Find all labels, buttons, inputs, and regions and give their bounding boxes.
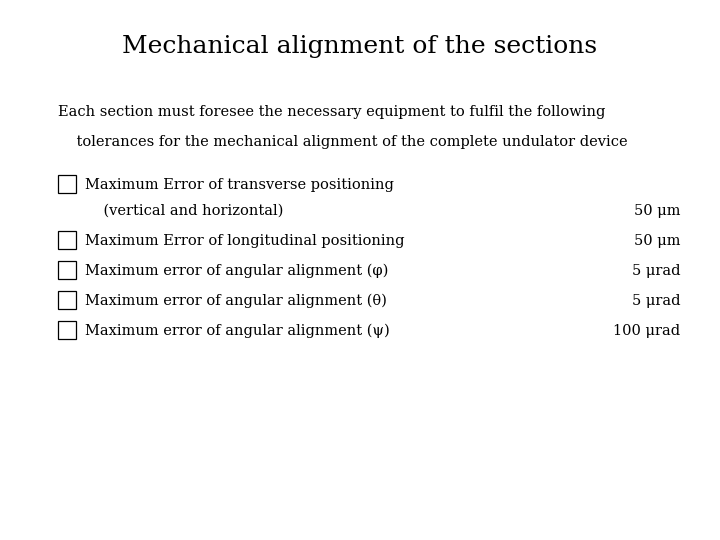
Text: 100 μrad: 100 μrad <box>613 324 680 338</box>
Bar <box>58 176 76 193</box>
Bar <box>58 321 76 339</box>
Bar <box>58 261 76 279</box>
Text: Maximum Error of transverse positioning: Maximum Error of transverse positioning <box>85 178 394 192</box>
Text: 5 μrad: 5 μrad <box>631 294 680 308</box>
Text: Maximum error of angular alignment (ψ): Maximum error of angular alignment (ψ) <box>85 324 390 339</box>
Text: 5 μrad: 5 μrad <box>631 264 680 278</box>
Text: Maximum error of angular alignment (θ): Maximum error of angular alignment (θ) <box>85 294 387 308</box>
Text: Each section must foresee the necessary equipment to fulfil the following: Each section must foresee the necessary … <box>58 105 606 119</box>
Text: Maximum error of angular alignment (φ): Maximum error of angular alignment (φ) <box>85 264 388 279</box>
Text: 50 μm: 50 μm <box>634 204 680 218</box>
Bar <box>58 291 76 309</box>
Text: tolerances for the mechanical alignment of the complete undulator device: tolerances for the mechanical alignment … <box>58 135 628 149</box>
Text: 50 μm: 50 μm <box>634 234 680 248</box>
Text: Maximum Error of longitudinal positioning: Maximum Error of longitudinal positionin… <box>85 234 405 248</box>
Text: (vertical and horizontal): (vertical and horizontal) <box>85 204 284 218</box>
Bar <box>58 231 76 249</box>
Text: Mechanical alignment of the sections: Mechanical alignment of the sections <box>122 35 598 58</box>
